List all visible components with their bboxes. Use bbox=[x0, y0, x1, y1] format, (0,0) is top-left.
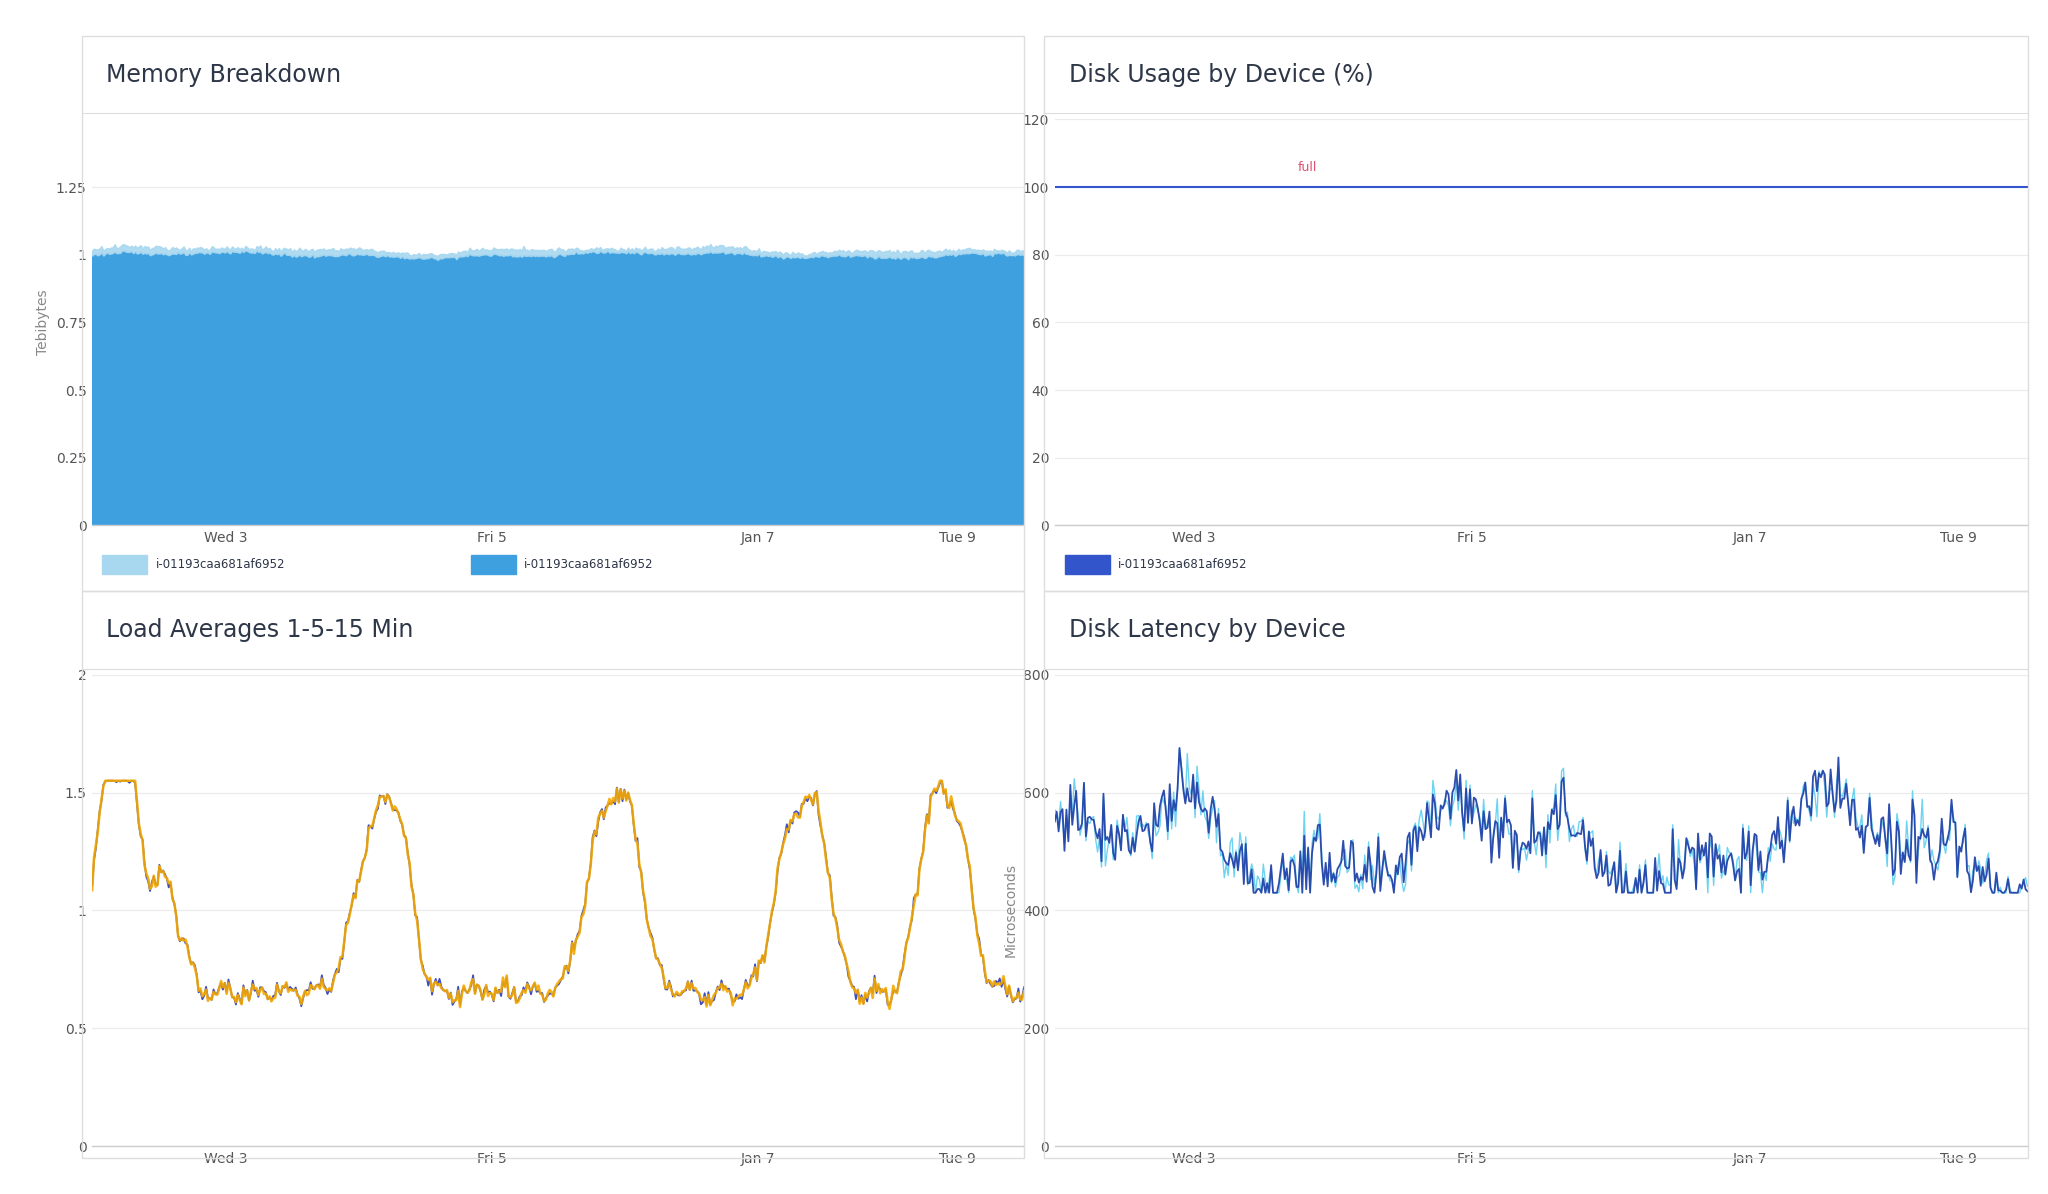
Text: i-01193caa681af6952: i-01193caa681af6952 bbox=[1118, 558, 1247, 571]
Text: Load Averages 1-5-15 Min: Load Averages 1-5-15 Min bbox=[106, 617, 414, 642]
Y-axis label: Microseconds: Microseconds bbox=[1004, 863, 1018, 958]
Text: Memory Breakdown: Memory Breakdown bbox=[106, 62, 342, 87]
Text: i-01193caa681af6952: i-01193caa681af6952 bbox=[156, 558, 285, 571]
Text: Disk Latency by Device: Disk Latency by Device bbox=[1069, 617, 1346, 642]
Text: full: full bbox=[1298, 160, 1317, 173]
Text: i-01193caa681af6952: i-01193caa681af6952 bbox=[524, 558, 653, 571]
Y-axis label: Tebibytes: Tebibytes bbox=[37, 290, 51, 355]
Text: Disk Usage by Device (%): Disk Usage by Device (%) bbox=[1069, 62, 1374, 87]
